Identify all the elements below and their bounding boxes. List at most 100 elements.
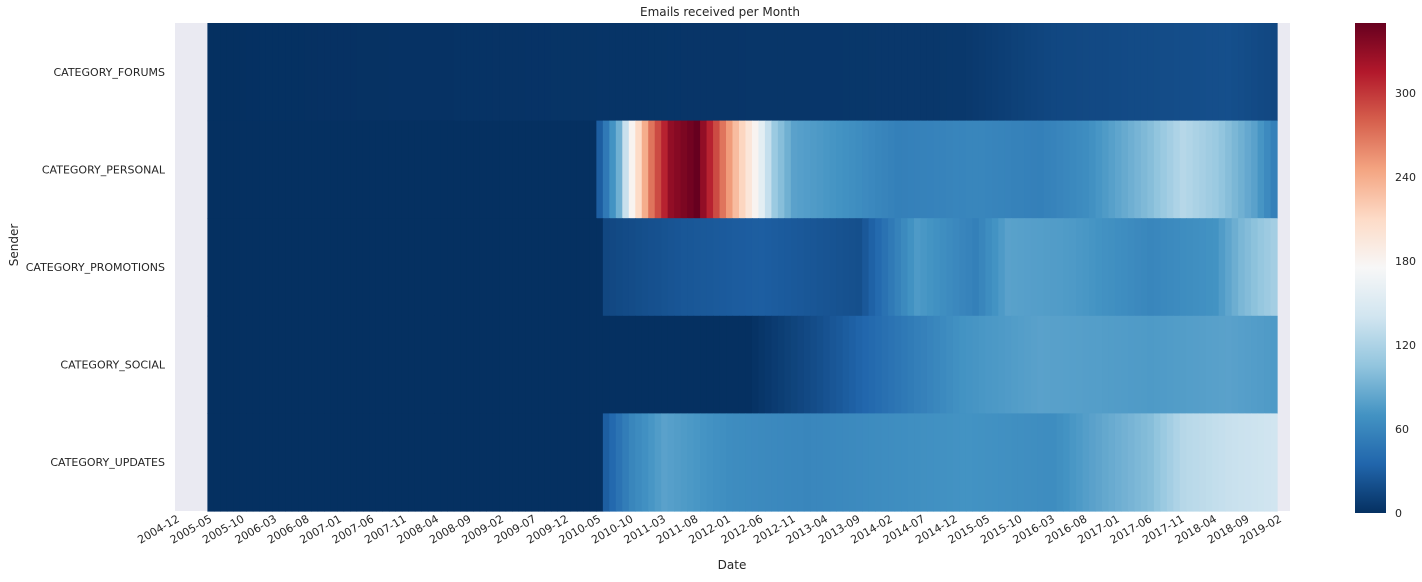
heatmap-cell — [1205, 315, 1213, 414]
heatmap-cell — [965, 218, 973, 317]
heatmap-cell — [1121, 218, 1129, 317]
heatmap-cell — [946, 218, 954, 317]
heatmap-cell — [233, 218, 241, 317]
heatmap-cell — [680, 413, 688, 512]
heatmap-cell — [985, 23, 993, 122]
heatmap-cell — [427, 23, 435, 122]
heatmap-cell — [1017, 120, 1025, 219]
heatmap-cell — [1063, 23, 1071, 122]
heatmap-cell — [499, 315, 507, 414]
heatmap-cell — [1127, 120, 1136, 219]
heatmap-cell — [823, 413, 831, 512]
heatmap-cell — [926, 23, 935, 122]
heatmap-cell — [933, 413, 941, 512]
heatmap-cell — [369, 315, 377, 414]
heatmap-cell — [751, 120, 760, 219]
heatmap-cell — [486, 315, 494, 414]
heatmap-cell — [726, 218, 734, 317]
heatmap-cell — [1199, 413, 1207, 512]
heatmap-cell — [635, 120, 643, 219]
heatmap-cell — [499, 23, 507, 122]
heatmap-cell — [920, 413, 928, 512]
heatmap-cell — [207, 315, 215, 414]
heatmap-cell — [810, 413, 818, 512]
heatmap-cell — [311, 120, 319, 219]
heatmap-cell — [648, 23, 656, 122]
heatmap-cell — [1114, 315, 1123, 414]
heatmap-cell — [1199, 218, 1207, 317]
heatmap-cell — [1024, 23, 1032, 122]
heatmap-cell — [1140, 120, 1148, 219]
heatmap-cell — [628, 120, 636, 219]
heatmap-cell — [965, 120, 973, 219]
heatmap-cell — [408, 120, 416, 219]
heatmap-cell — [330, 23, 338, 122]
heatmap-cell — [1114, 23, 1123, 122]
heatmap-cell — [583, 315, 591, 414]
heatmap-cell — [829, 315, 837, 414]
heatmap-cell — [544, 315, 552, 414]
colorbar-tick-label: 240 — [1395, 171, 1416, 184]
heatmap-cell — [499, 413, 507, 512]
heatmap-cell — [1108, 120, 1116, 219]
heatmap-cell — [797, 120, 805, 219]
heatmap-cell — [1134, 23, 1142, 122]
heatmap-cell — [1166, 315, 1174, 414]
heatmap-cell — [460, 120, 468, 219]
heatmap-cell — [311, 413, 319, 512]
heatmap-cell — [1192, 218, 1200, 317]
heatmap-cell — [447, 218, 455, 317]
heatmap-cell — [615, 315, 623, 414]
heatmap-cell — [868, 315, 876, 414]
heatmap-cell — [466, 413, 474, 512]
heatmap-cell — [337, 218, 345, 317]
heatmap-cell — [868, 23, 876, 122]
heatmap-cell — [985, 120, 993, 219]
heatmap-cell — [512, 315, 520, 414]
heatmap-cell — [1127, 413, 1136, 512]
heatmap-cell — [615, 120, 623, 219]
heatmap-cell — [550, 218, 559, 317]
heatmap-cell — [226, 120, 234, 219]
heatmap-cell — [641, 315, 649, 414]
heatmap-cell — [764, 315, 772, 414]
heatmap-cell — [829, 413, 837, 512]
heatmap-cell — [784, 218, 792, 317]
heatmap-cell — [888, 120, 896, 219]
heatmap-cell — [894, 315, 902, 414]
heatmap-cell — [881, 218, 889, 317]
heatmap-cell — [991, 315, 999, 414]
heatmap-cell — [777, 120, 785, 219]
heatmap-cell — [615, 413, 623, 512]
heatmap-cell — [1024, 413, 1032, 512]
heatmap-cell — [1134, 413, 1142, 512]
heatmap-cell — [790, 315, 798, 414]
heatmap-cell — [505, 23, 513, 122]
heatmap-cell — [1173, 218, 1181, 317]
heatmap-cell — [460, 413, 468, 512]
heatmap-cell — [946, 23, 954, 122]
heatmap-cell — [207, 23, 215, 122]
heatmap-cell — [609, 413, 617, 512]
heatmap-cell — [914, 120, 922, 219]
heatmap-cell — [1011, 23, 1019, 122]
heatmap-cell — [1238, 315, 1246, 414]
heatmap-cell — [401, 218, 409, 317]
heatmap-cell — [1004, 413, 1012, 512]
heatmap-cell — [304, 413, 312, 512]
heatmap-cell — [816, 120, 824, 219]
heatmap-cell — [771, 120, 779, 219]
heatmap-cell — [460, 315, 468, 414]
heatmap-cell — [239, 315, 247, 414]
heatmap-cell — [907, 413, 915, 512]
heatmap-cell — [525, 23, 533, 122]
heatmap-cell — [933, 218, 941, 317]
heatmap-cell — [1089, 120, 1097, 219]
heatmap-cell — [1102, 315, 1110, 414]
heatmap-cell — [842, 218, 850, 317]
heatmap-cell — [1160, 413, 1168, 512]
heatmap-cell — [985, 315, 993, 414]
heatmap-cell — [337, 315, 345, 414]
heatmap-cell — [622, 315, 630, 414]
heatmap-cell — [855, 120, 863, 219]
